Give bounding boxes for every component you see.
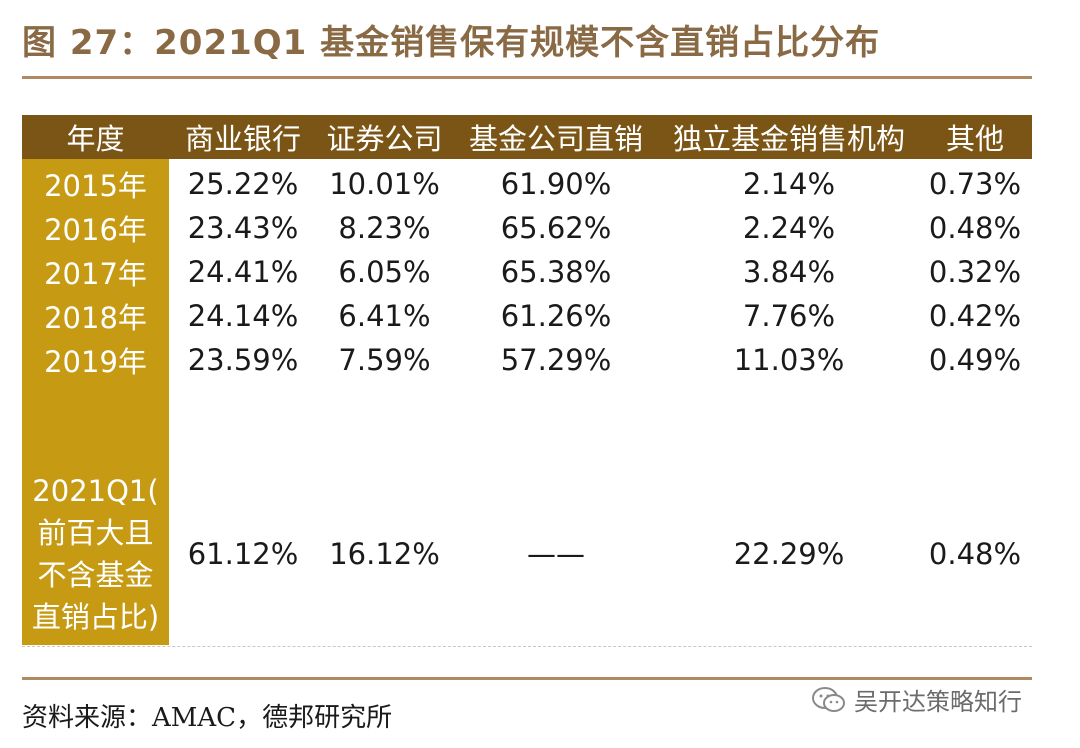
header-other: 其他: [945, 122, 1004, 156]
cell-fund-direct: 61.26%: [500, 299, 612, 333]
cell-independent: 11.03%: [733, 343, 845, 377]
cell-commercial-bank: 25.22%: [187, 167, 299, 201]
cell-other: 0.32%: [928, 255, 1022, 289]
header-fund-direct: 基金公司直销: [468, 122, 643, 156]
table-row: 2016年 23.43% 8.23% 65.62% 2.24% 0.48%: [22, 206, 1032, 250]
cell-securities: 8.23%: [338, 211, 431, 245]
cell-fund-direct: ——: [527, 537, 585, 571]
cell-commercial-bank: 24.41%: [187, 255, 299, 289]
row-year: 2019年: [44, 345, 147, 379]
header-independent: 独立基金销售机构: [672, 122, 905, 156]
cell-fund-direct: 65.38%: [500, 255, 612, 289]
cell-fund-direct: 61.90%: [500, 167, 612, 201]
watermark-text: 吴开达策略知行: [854, 688, 1022, 716]
cell-independent: 2.14%: [742, 167, 836, 201]
table-row: 2019年 23.59% 7.59% 57.29% 11.03% 0.49%: [22, 338, 1032, 382]
header-securities: 证券公司: [326, 122, 443, 156]
cell-commercial-bank: 23.59%: [187, 343, 299, 377]
figure-title: 图 27：2021Q1 基金销售保有规模不含直销占比分布: [22, 23, 881, 63]
cell-commercial-bank: 61.12%: [187, 537, 299, 571]
year-line: 直销占比): [31, 600, 160, 634]
row-year: 2018年: [44, 301, 147, 335]
data-table: 年度 商业银行 证券公司 基金公司直销 独立基金销售机构 其他 2015年 25…: [22, 115, 1032, 645]
cell-independent: 2.24%: [742, 211, 836, 245]
year-column-background: [22, 159, 169, 645]
cell-fund-direct: 65.62%: [500, 211, 612, 245]
table-row: 2017年 24.41% 6.05% 65.38% 3.84% 0.32%: [22, 250, 1032, 294]
wechat-icon: [812, 686, 845, 712]
table-body: 2015年 25.22% 10.01% 61.90% 2.14% 0.73% 2…: [22, 159, 1032, 645]
source-note: 资料来源：AMAC，德邦研究所: [22, 703, 393, 733]
header-commercial-bank: 商业银行: [184, 122, 301, 156]
row-year: 2015年: [44, 169, 147, 203]
year-line: 不含基金: [37, 558, 154, 592]
cell-independent: 3.84%: [742, 255, 836, 289]
cell-securities: 6.05%: [338, 255, 431, 289]
header-year: 年度: [66, 122, 125, 156]
table-row: 2015年 25.22% 10.01% 61.90% 2.14% 0.73%: [22, 162, 1032, 206]
year-line: 前百大且: [37, 516, 154, 550]
row-year: 2017年: [44, 257, 147, 291]
cell-securities: 10.01%: [329, 167, 440, 201]
cell-independent: 22.29%: [733, 537, 845, 571]
cell-commercial-bank: 23.43%: [187, 211, 299, 245]
table-row: 2018年 24.14% 6.41% 61.26% 7.76% 0.42%: [22, 294, 1032, 338]
cell-other: 0.42%: [928, 299, 1022, 333]
row-year: 2016年: [44, 213, 147, 247]
cell-securities: 7.59%: [338, 343, 431, 377]
cell-independent: 7.76%: [742, 299, 836, 333]
cell-fund-direct: 57.29%: [500, 343, 612, 377]
cell-commercial-bank: 24.14%: [187, 299, 299, 333]
cell-securities: 16.12%: [329, 537, 440, 571]
cell-securities: 6.41%: [338, 299, 431, 333]
year-line: 2021Q1(: [32, 474, 159, 508]
cell-other: 0.48%: [928, 537, 1022, 571]
source-rule: [22, 677, 1032, 680]
cell-other: 0.48%: [928, 211, 1022, 245]
table-header-row: 年度 商业银行 证券公司 基金公司直销 独立基金销售机构 其他: [22, 115, 1032, 159]
row-year-2021q1: 2021Q1( 前百大且 不含基金 直销占比): [22, 470, 169, 638]
cell-other: 0.49%: [928, 343, 1022, 377]
table-bottom-rule: [22, 646, 1032, 648]
cell-other: 0.73%: [928, 167, 1022, 201]
table-row-2021q1: 2021Q1( 前百大且 不含基金 直销占比) 61.12% 16.12% ——…: [22, 459, 1032, 649]
title-rule: [22, 76, 1032, 79]
watermark: 吴开达策略知行: [810, 682, 1022, 717]
